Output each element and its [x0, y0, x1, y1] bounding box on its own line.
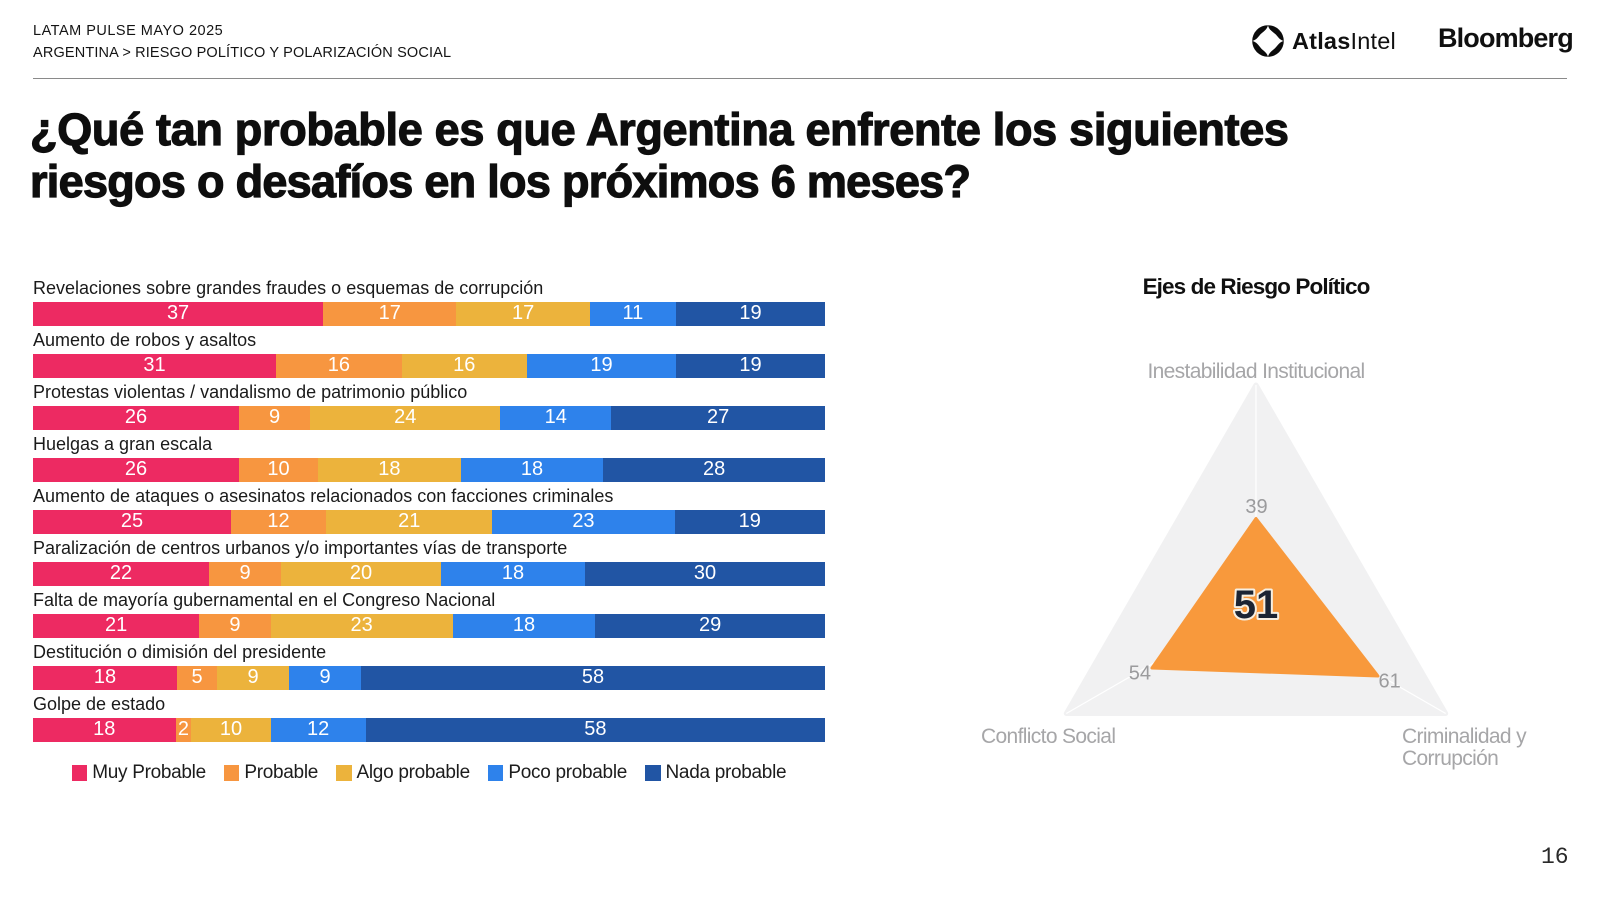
- svg-text:39: 39: [1245, 496, 1267, 518]
- svg-text:51: 51: [1234, 583, 1279, 627]
- svg-text:54: 54: [1129, 662, 1151, 684]
- svg-text:61: 61: [1379, 671, 1401, 693]
